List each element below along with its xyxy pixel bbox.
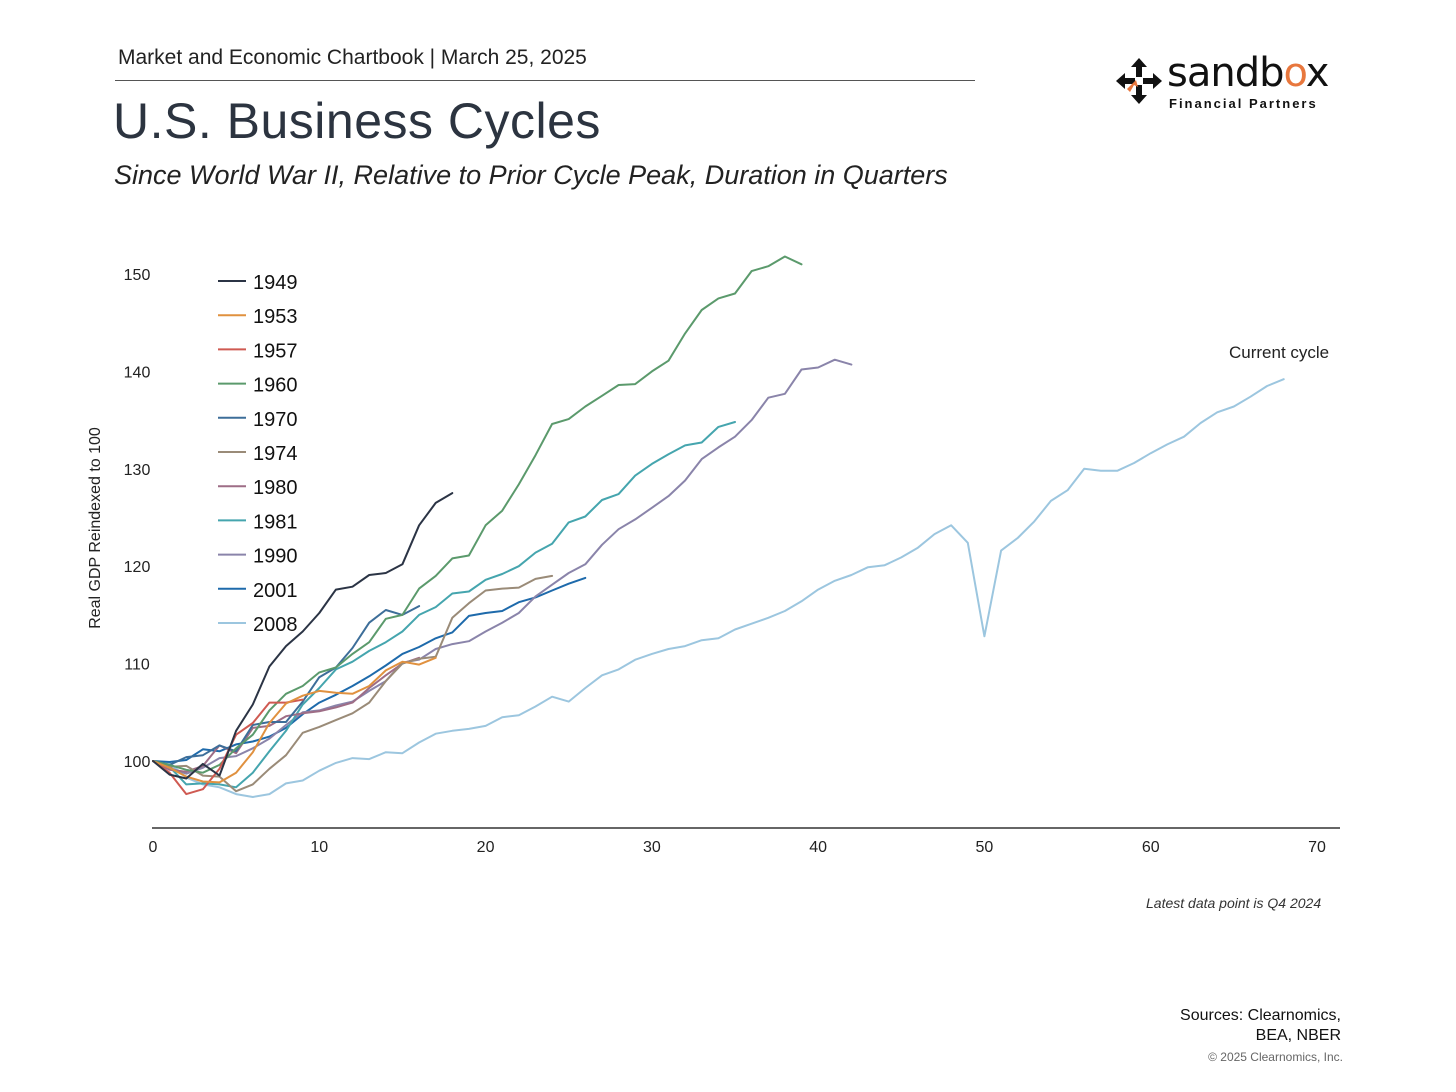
legend-label-1974: 1974 [253, 443, 298, 465]
x-tick-label: 70 [1308, 839, 1326, 856]
legend-label-1957: 1957 [253, 340, 298, 362]
logo-subtitle: Financial Partners [1169, 96, 1318, 111]
series-line-1949 [152, 492, 454, 780]
page-subtitle: Since World War II, Relative to Prior Cy… [114, 160, 948, 190]
legend-label-2008: 2008 [253, 614, 298, 636]
arrows-logo-icon [1116, 58, 1162, 104]
x-tick-label: 20 [477, 839, 495, 856]
legend-label-1949: 1949 [253, 272, 298, 294]
x-tick-label: 0 [149, 839, 158, 856]
header-divider [115, 80, 975, 81]
latest-data-note: Latest data point is Q4 2024 [1146, 895, 1322, 911]
x-tick-label: 50 [976, 839, 994, 856]
legend-label-1960: 1960 [253, 375, 298, 397]
series-line-1970 [152, 605, 421, 766]
logo-wordmark: sandbox [1167, 50, 1329, 96]
legend-label-1970: 1970 [253, 409, 298, 431]
x-tick-label: 10 [310, 839, 328, 856]
sandbox-logo: sandbox Financial Partners [1112, 50, 1332, 116]
legend-label-1990: 1990 [253, 546, 298, 568]
legend-label-1980: 1980 [253, 477, 298, 499]
page-title: U.S. Business Cycles [113, 93, 601, 149]
series-line-1953 [152, 656, 437, 784]
y-tick-label: 110 [124, 657, 150, 674]
series-line-2008 [152, 378, 1285, 798]
y-tick-label: 150 [124, 267, 151, 284]
x-tick-label: 30 [643, 839, 661, 856]
copyright-text: © 2025 Clearnomics, Inc. [1208, 1050, 1343, 1064]
series-line-2001 [152, 576, 587, 763]
y-tick-label: 100 [124, 754, 151, 771]
x-tick-label: 40 [809, 839, 827, 856]
series-line-1990 [152, 358, 853, 775]
y-tick-label: 140 [124, 364, 151, 381]
series-line-1960 [152, 255, 803, 774]
chartbook-header: Market and Economic Chartbook | March 25… [118, 46, 587, 69]
series-line-1981 [152, 421, 736, 789]
x-tick-label: 60 [1142, 839, 1160, 856]
y-tick-label: 130 [124, 462, 151, 479]
legend-label-1953: 1953 [253, 306, 298, 328]
legend-label-1981: 1981 [253, 511, 298, 533]
y-tick-label: 120 [124, 559, 151, 576]
current-cycle-annotation: Current cycle [1229, 343, 1329, 362]
sources-text: Sources: Clearnomics, BEA, NBER [1180, 1007, 1341, 1044]
legend-label-2001: 2001 [253, 580, 298, 602]
